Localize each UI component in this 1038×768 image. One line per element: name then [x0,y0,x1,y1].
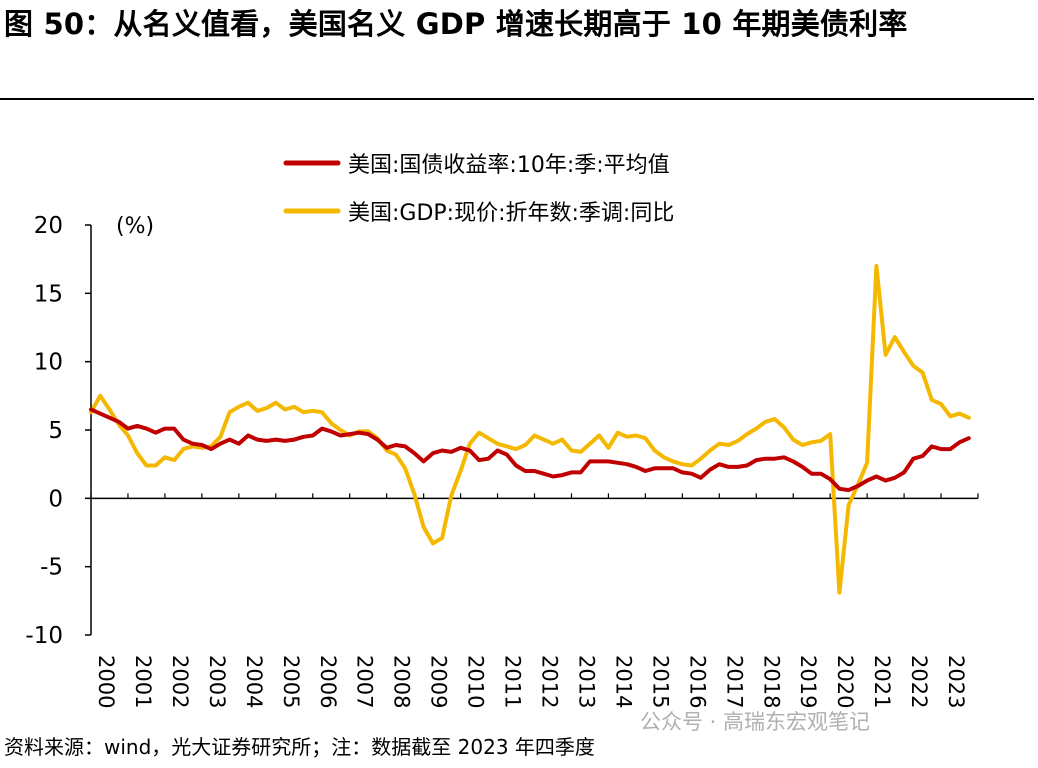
x-tick-label: 2021 [870,655,894,708]
x-tick-label: 2004 [242,655,266,708]
series-line-nominal-gdp [89,264,971,595]
x-axis: 2000 2001 2002 2003 2004 2005 2006 2007 2008 2009… [90,493,979,708]
x-tick-label: 2006 [316,655,340,708]
x-tick-label: 2019 [796,655,820,708]
x-tick-label: 2014 [611,655,635,708]
x-tick-label: 2011 [501,655,525,708]
x-tick-label: 2008 [390,655,414,708]
watermark: 公众号 · 高瑞东宏观笔记 [640,710,871,734]
x-tick-label: 2012 [538,655,562,708]
x-tick-label: 2005 [279,655,303,708]
x-tick-label: 2003 [205,655,229,708]
y-tick-label: -5 [40,555,63,581]
x-tick-label: 2013 [574,655,598,708]
series-line-treasury-10y [89,407,971,493]
legend-label-treasury: 美国:国债收益率:10年:季:平均值 [348,153,670,178]
legend-label-gdp: 美国:GDP:现价:折年数:季调:同比 [348,201,674,226]
x-tick-label: 2000 [94,655,118,708]
x-tick-label: 2022 [907,655,931,708]
x-tick-label: 2023 [944,655,968,708]
y-tick-label: 20 [34,213,63,239]
y-axis: 20 15 10 5 0 -5 -10 [25,213,92,649]
title-divider [0,98,1034,100]
legend: 美国:国债收益率:10年:季:平均值 美国:GDP:现价:折年数:季调:同比 [283,153,674,226]
x-tick-label: 2015 [648,655,672,708]
x-tick-label: 2010 [464,655,488,708]
x-tick-label: 2016 [685,655,709,708]
x-tick-label: 2001 [131,655,155,708]
x-tick-label: 2002 [168,655,192,708]
series-layer [89,264,971,595]
x-tick-label: 2007 [353,655,377,708]
y-tick-label: 5 [48,418,63,444]
y-tick-label: -10 [25,623,63,649]
y-tick-label: 15 [34,281,63,307]
x-tick-label: 2020 [833,655,857,708]
x-tick-label: 2009 [427,655,451,708]
y-tick-label: 0 [48,486,63,512]
y-axis-unit-label: (%) [116,214,154,239]
source-note: 资料来源：wind，光大证券研究所；注：数据截至 2023 年四季度 [4,735,595,759]
x-tick-label: 2017 [722,655,746,708]
y-tick-label: 10 [34,350,63,376]
x-tick-label: 2018 [759,655,783,708]
figure-title: 图 50：从名义值看，美国名义 GDP 增速长期高于 10 年期美债利率 [4,7,908,41]
